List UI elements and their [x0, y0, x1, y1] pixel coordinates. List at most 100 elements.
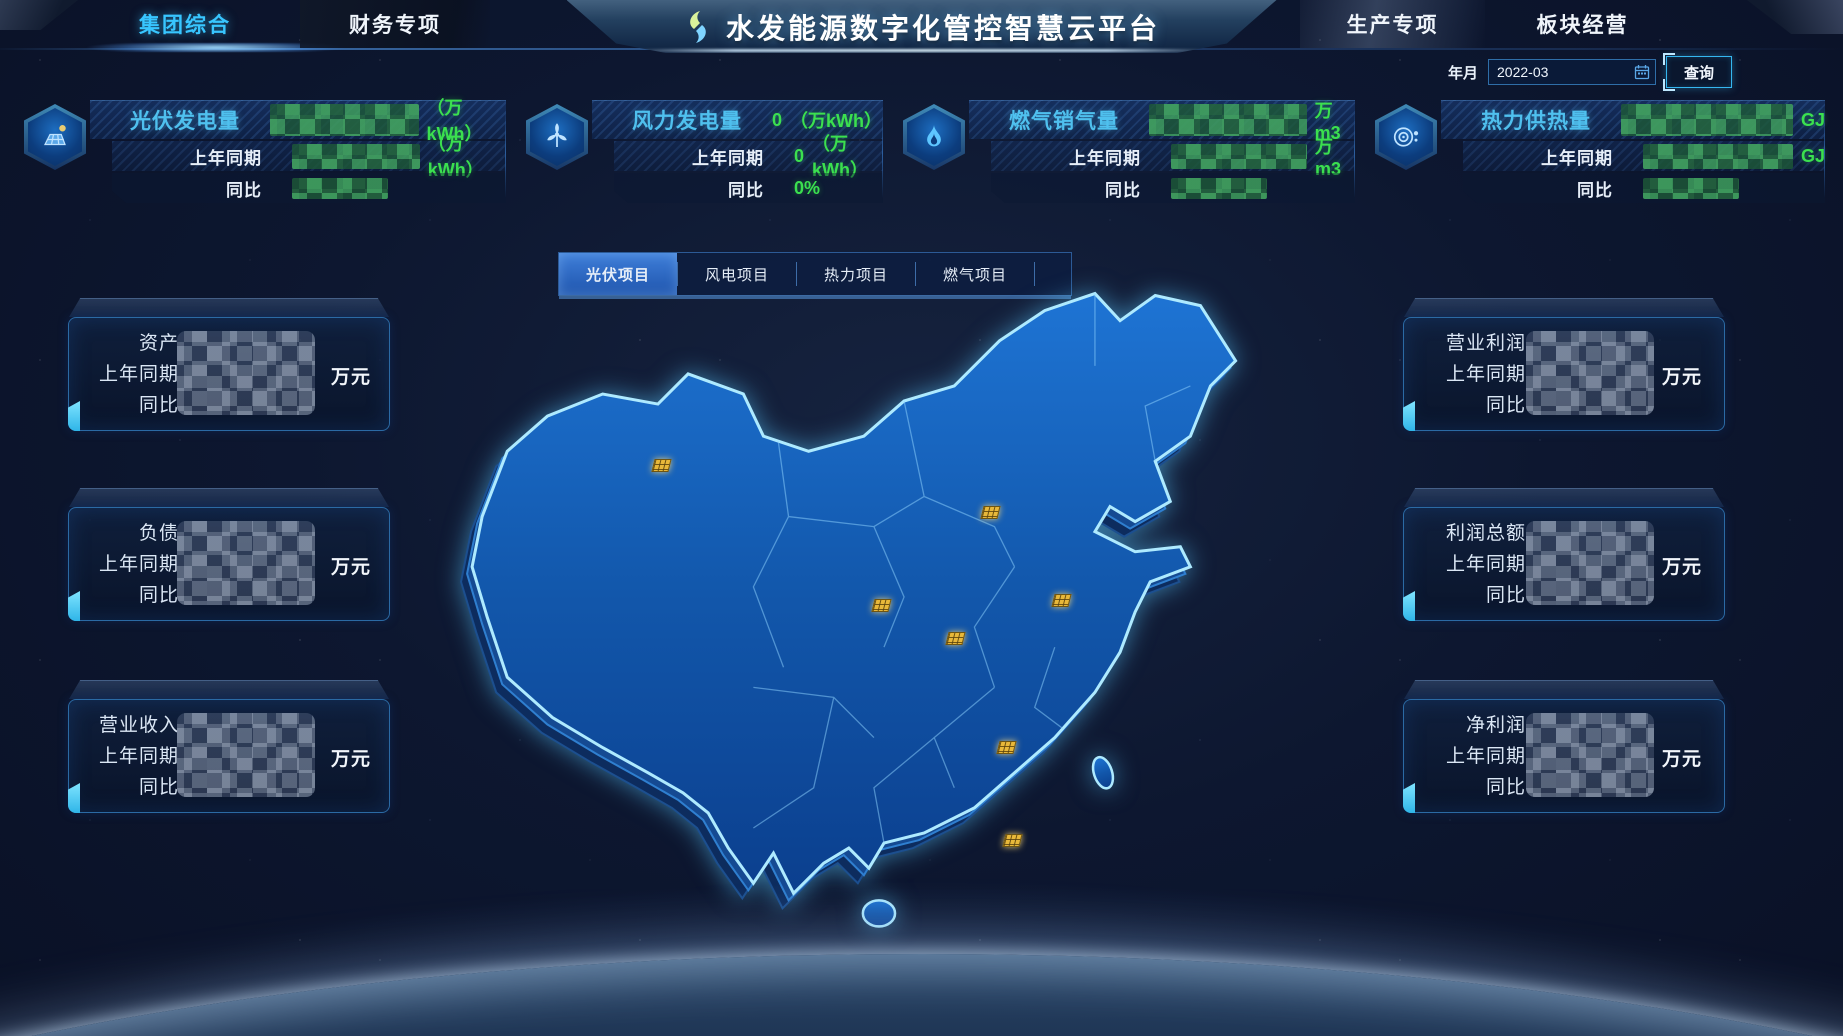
card-top-bevel [69, 298, 389, 317]
tab-divider [915, 262, 916, 286]
card-top-bevel [69, 488, 389, 507]
kpi-card-gas-sales: 燃气销气量 万m3 上年同期 万m3 同比 [897, 100, 1356, 206]
redacted-value [292, 178, 388, 199]
kpi-unit: 万m3 [1314, 100, 1341, 143]
redacted-values [177, 713, 315, 797]
redacted-value [1643, 178, 1739, 199]
kpi-title: 燃气销气量 [1008, 110, 1119, 133]
yoy-label: 同比 [1485, 777, 1526, 798]
redacted-value [1170, 143, 1308, 169]
kpi-prev-value: 0 [794, 145, 805, 166]
card-top-bevel [1404, 488, 1724, 507]
yoy-label: 同比 [138, 777, 179, 798]
query-button[interactable]: 查询 [1663, 53, 1733, 91]
corner-accent [68, 783, 80, 813]
tab-divider [1034, 262, 1035, 286]
header-corner-decoration-left [0, 0, 78, 30]
stat-title: 营业利润 [1445, 333, 1526, 354]
kpi-row: 光伏发电量 （万kWh） 上年同期 （万kWh） 同比 [18, 98, 1826, 206]
redacted-value [1148, 104, 1307, 136]
redacted-value [292, 143, 420, 169]
redacted-values [1526, 331, 1654, 415]
stat-unit: 万元 [1662, 749, 1703, 770]
date-input[interactable] [1488, 59, 1657, 85]
kpi-prev-unit: GJ [1800, 145, 1825, 166]
stat-title: 负债 [138, 523, 179, 544]
date-picker [1488, 59, 1657, 85]
corner-accent [1403, 401, 1415, 431]
nav-tab-sector-operation[interactable]: 板块经营 [1536, 14, 1629, 37]
kpi-unit: GJ [1800, 109, 1825, 130]
kpi-title: 光伏发电量 [130, 110, 240, 133]
redacted-value [1642, 143, 1793, 169]
stat-title: 利润总额 [1445, 523, 1526, 544]
redacted-value [1171, 178, 1267, 199]
solar-marker-icon[interactable] [651, 459, 672, 472]
stat-card-total-profit: 利润总额 上年同期 同比 万元 [1403, 488, 1725, 621]
active-tab-glow [55, 43, 405, 52]
stat-card-operating-profit: 营业利润 上年同期 同比 万元 [1403, 298, 1725, 431]
kpi-card-wind-generation: 风力发电量 0 （万kWh） 上年同期 0 （万kWh） 同比 0% [520, 100, 883, 206]
yoy-label: 同比 [1576, 180, 1613, 200]
prev-period-label: 上年同期 [98, 554, 179, 575]
stat-unit: 万元 [1662, 367, 1703, 388]
title-banner: 水发能源数字化管控智慧云平台 [566, 0, 1277, 53]
stat-unit: 万元 [331, 367, 372, 388]
kpi-title: 热力供热量 [1480, 110, 1591, 133]
stat-unit: 万元 [331, 749, 372, 770]
wind-turbine-icon [526, 104, 588, 170]
yoy-label: 同比 [728, 180, 764, 200]
tab-gas-projects[interactable]: 燃气项目 [942, 266, 1007, 284]
redacted-value [1620, 104, 1793, 136]
nav-tab-production[interactable]: 生产专项 [1300, 0, 1485, 48]
prev-period-label: 上年同期 [190, 148, 262, 168]
solar-marker-icon[interactable] [1051, 594, 1072, 607]
kpi-yoy-value: 0% [794, 177, 821, 198]
corner-accent [68, 401, 80, 431]
date-label: 年月 [1448, 64, 1479, 82]
tab-heat-projects[interactable]: 热力项目 [823, 266, 888, 284]
corner-accent [1403, 783, 1415, 813]
kpi-title: 风力发电量 [632, 110, 742, 133]
solar-panel-icon [24, 104, 86, 170]
prev-period-label: 上年同期 [1445, 746, 1526, 767]
gas-flame-icon [902, 104, 965, 170]
kpi-value: 0 [772, 109, 783, 130]
china-map [452, 262, 1326, 962]
stat-title: 营业收入 [98, 715, 179, 736]
earth-horizon [0, 954, 1843, 1036]
card-top-bevel [69, 680, 389, 699]
nav-tab-finance[interactable]: 财务专项 [300, 0, 490, 48]
solar-marker-icon[interactable] [871, 599, 892, 612]
solar-marker-icon[interactable] [1002, 834, 1023, 847]
kpi-unit: （万kWh） [790, 111, 883, 131]
tab-wind-projects[interactable]: 风电项目 [704, 266, 769, 284]
card-top-bevel [1404, 298, 1724, 317]
query-bar: 年月 查询 [1448, 53, 1733, 91]
stat-unit: 万元 [331, 557, 372, 578]
stat-card-liabilities: 负债 上年同期 同比 万元 [68, 488, 390, 621]
kpi-card-heat-supply: 热力供热量 GJ 上年同期 GJ 同比 [1369, 100, 1826, 206]
solar-marker-icon[interactable] [980, 506, 1001, 519]
kpi-unit: （万kWh） [426, 98, 483, 144]
corner-accent [1403, 591, 1415, 621]
solar-marker-icon[interactable] [945, 632, 966, 645]
redacted-values [177, 331, 315, 415]
solar-marker-icon[interactable] [996, 741, 1017, 754]
heat-rings-icon [1374, 104, 1437, 170]
prev-period-label: 上年同期 [1445, 364, 1526, 385]
stat-card-net-profit: 净利润 上年同期 同比 万元 [1403, 680, 1725, 813]
calendar-icon[interactable] [1634, 64, 1650, 80]
kpi-prev-unit: （万kWh） [427, 134, 484, 180]
tab-pv-projects[interactable]: 光伏项目 [559, 253, 677, 295]
yoy-label: 同比 [138, 585, 179, 606]
tab-divider [677, 262, 678, 286]
card-top-bevel [1404, 680, 1724, 699]
stat-title: 净利润 [1465, 715, 1526, 736]
yoy-label: 同比 [1485, 395, 1526, 416]
stat-unit: 万元 [1662, 557, 1703, 578]
stat-card-operating-revenue: 营业收入 上年同期 同比 万元 [68, 680, 390, 813]
nav-tab-group-overview[interactable]: 集团综合 [139, 14, 231, 37]
map-project-tabs: 光伏项目 风电项目 热力项目 燃气项目 [558, 252, 1072, 299]
